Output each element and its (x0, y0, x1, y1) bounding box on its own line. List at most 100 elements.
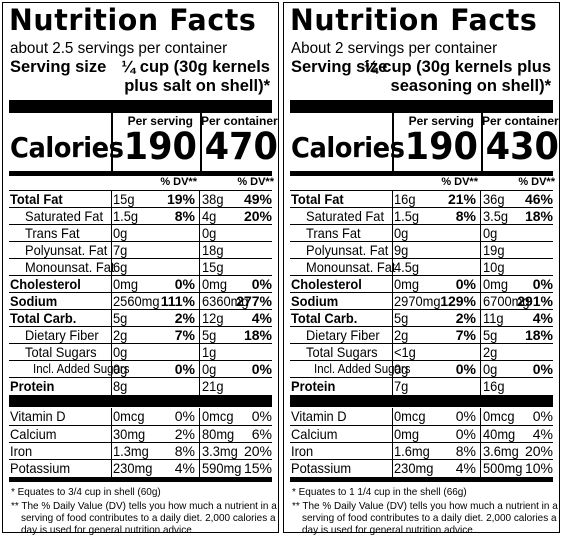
cell-divider (111, 327, 112, 344)
cell-divider (392, 426, 393, 443)
footnote-serving-equivalent: * Equates to 1 1/4 cup in the shell (66g… (292, 486, 467, 498)
dv-per-container: 4% (251, 310, 272, 326)
cell-divider (392, 225, 393, 242)
amount-per-serving: 230mg (394, 460, 434, 476)
cell-divider (199, 310, 200, 327)
dv-per-container: 10% (524, 460, 553, 476)
dv-per-serving: 19% (166, 191, 195, 207)
cell-divider (480, 344, 481, 361)
dv-per-serving: 0% (174, 276, 195, 292)
cell-divider (199, 191, 200, 208)
amount-per-serving: 0mcg (394, 408, 426, 424)
nutrient-row-total-fat: Total Fat 16g 21% 36g 46% (290, 190, 553, 208)
cell-divider (480, 327, 481, 344)
calories-per-serving: 190 (123, 125, 197, 168)
amount-per-serving: 30mg (113, 426, 146, 442)
dv-header-serving: % DV** (441, 176, 478, 188)
dv-per-container: 4% (532, 426, 553, 442)
dv-per-serving: 0% (455, 426, 476, 442)
amount-per-serving: 1.5g (394, 208, 420, 224)
amount-per-serving: 2560mg (113, 293, 160, 309)
dv-per-serving: 0% (174, 361, 195, 377)
nutrient-row-total-carb: Total Carb. 5g 2% 11g 4% (290, 309, 553, 327)
dv-per-container: 0% (532, 276, 553, 292)
dv-per-serving: 21% (447, 191, 476, 207)
cell-divider (111, 225, 112, 242)
nutrient-row-cholesterol: Cholesterol 0mg 0% 0mg 0% (290, 275, 553, 293)
cell-divider (392, 361, 393, 378)
cell-divider (480, 361, 481, 378)
vitamin-label: Potassium (291, 460, 352, 476)
calories-per-container: 470 (204, 125, 278, 168)
cell-divider (392, 293, 393, 310)
amount-per-container: 0mg (483, 276, 509, 292)
amount-per-container: 18g (202, 242, 224, 258)
cell-divider (111, 426, 112, 443)
nutrient-label: Total Carb. (10, 310, 77, 326)
cell-divider (111, 344, 112, 361)
nutrition-label-left: Nutrition Facts about 2.5 servings per co… (2, 2, 279, 535)
nutrient-label: Total Carb. (291, 310, 358, 326)
cell-divider (111, 460, 112, 477)
serving-size-value-line1: ¼ cup (30g kernels (121, 58, 270, 76)
nutrient-label: Protein (291, 378, 336, 394)
serving-size-label: Serving size (10, 58, 107, 76)
dv-per-serving: 8% (174, 208, 195, 224)
nutrient-row-sodium: Sodium 2970mg 129% 6700mg 291% (290, 292, 553, 310)
nutrient-row-added-sugars: Incl. Added Sugars 0g 0% 0g 0% (290, 360, 553, 378)
calories-label: Calories (291, 131, 405, 164)
nutrient-label: Dietary Fiber (306, 327, 380, 343)
thick-divider (9, 100, 272, 113)
vitamin-label: Vitamin D (10, 408, 66, 424)
dv-per-container: 291% (517, 293, 553, 309)
calories-per-container: 430 (485, 125, 559, 168)
amount-per-container: 16g (483, 378, 505, 394)
amount-per-serving: 1.5g (113, 208, 139, 224)
dv-per-container: 20% (524, 443, 553, 459)
amount-per-serving: 0g (113, 361, 128, 377)
vitamin-row-vitamin-d: Vitamin D 0mcg 0% 0mcg 0% (9, 408, 272, 425)
cell-divider (392, 191, 393, 208)
amount-per-serving: 0mcg (113, 408, 145, 424)
vitamin-row-calcium: Calcium 30mg 2% 80mg 6% (9, 425, 272, 443)
cell-divider (392, 443, 393, 460)
cell-divider (392, 310, 393, 327)
dv-per-container: 49% (243, 191, 272, 207)
vitamin-label: Calcium (10, 426, 57, 442)
footnote-dv-line1: ** The % Daily Value (DV) tells you how … (11, 500, 277, 512)
dv-per-serving: 0% (455, 361, 476, 377)
dv-header-container: % DV** (518, 176, 555, 188)
cell-divider (480, 408, 481, 425)
amount-per-serving: 0g (113, 344, 128, 360)
nutrient-label: Incl. Added Sugars (314, 362, 411, 376)
vitamin-label: Iron (291, 443, 314, 459)
cell-divider (480, 378, 481, 395)
nutrient-label: Total Fat (291, 191, 344, 207)
amount-per-serving: 5g (394, 310, 409, 326)
column-divider (111, 113, 113, 171)
cell-divider (480, 293, 481, 310)
dv-per-container: 0% (251, 361, 272, 377)
cell-divider (392, 242, 393, 259)
nutrient-label: Sodium (291, 293, 339, 309)
nutrient-row-total-fat: Total Fat 15g 19% 38g 49% (9, 190, 272, 208)
cell-divider (111, 191, 112, 208)
dv-per-container: 0% (251, 408, 272, 424)
per-container-header: Per container (201, 114, 278, 128)
nutrient-row-total-carb: Total Carb. 5g 2% 12g 4% (9, 309, 272, 327)
amount-per-container: 40mg (483, 426, 516, 442)
nutrient-label: Cholesterol (10, 276, 81, 292)
cell-divider (111, 276, 112, 293)
dv-per-serving: 2% (455, 310, 476, 326)
cell-divider (392, 327, 393, 344)
calories-label: Calories (10, 131, 124, 164)
serving-size-value-line1: ¼ cup (30g kernels plus (363, 58, 551, 76)
amount-per-container: 500mg (483, 460, 523, 476)
label-title: Nutrition Facts (9, 3, 257, 37)
cell-divider (199, 408, 200, 425)
cell-divider (199, 443, 200, 460)
amount-per-container: 80mg (202, 426, 235, 442)
dv-per-serving: 2% (174, 310, 195, 326)
cell-divider (199, 208, 200, 225)
footnote-dv-line1: ** The % Daily Value (DV) tells you how … (292, 500, 558, 512)
